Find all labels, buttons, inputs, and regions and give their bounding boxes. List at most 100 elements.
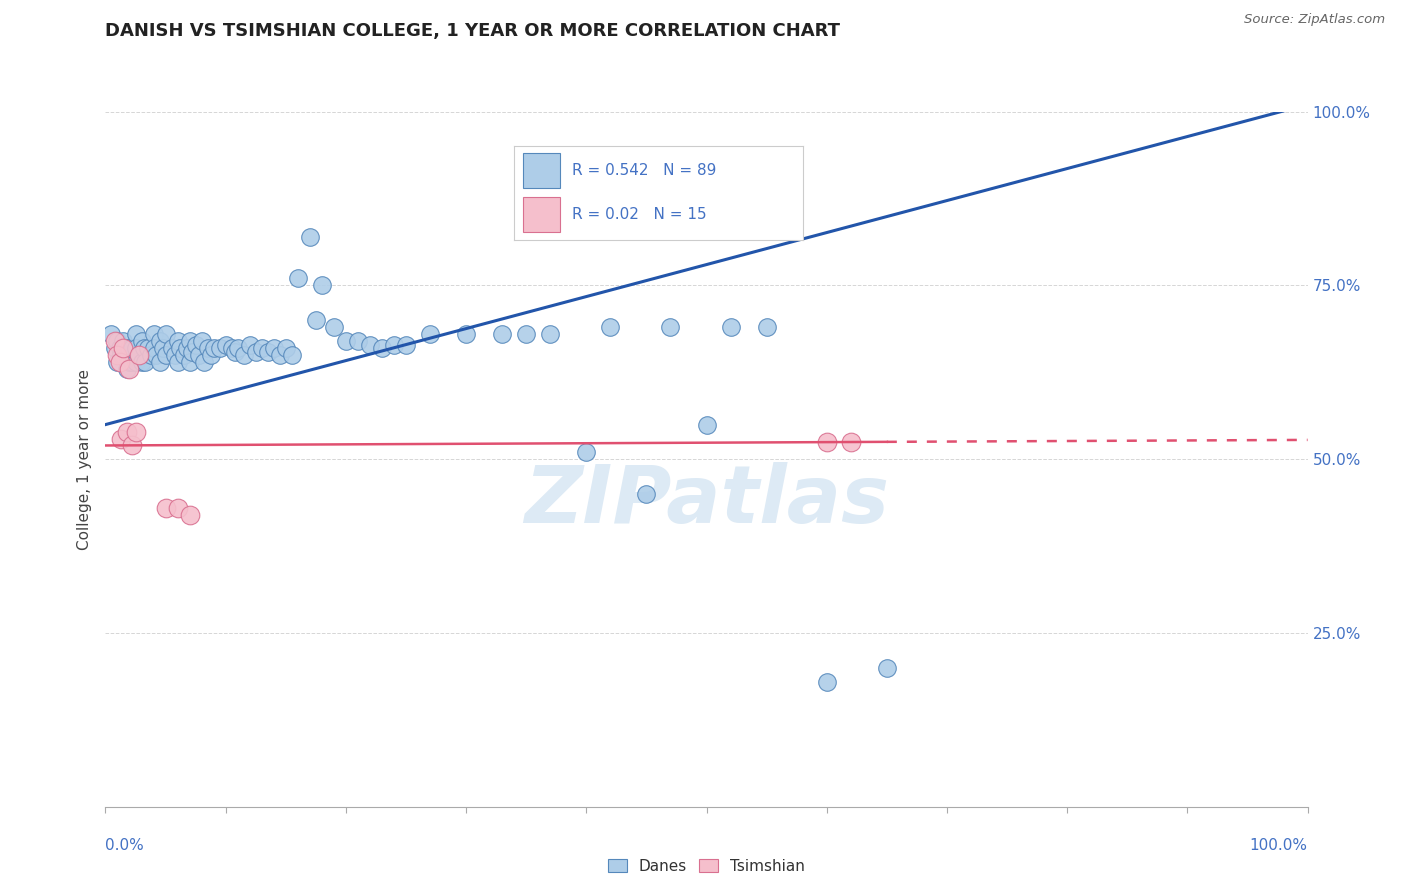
Point — [256, 344, 278, 359]
Point — [107, 334, 129, 348]
Point — [136, 341, 159, 355]
Point — [121, 438, 143, 452]
Point — [107, 348, 129, 362]
Point — [131, 355, 153, 369]
Point — [166, 334, 188, 348]
Point — [107, 355, 129, 369]
Point — [359, 337, 381, 351]
Point — [245, 344, 267, 359]
Point — [239, 337, 262, 351]
Point — [419, 327, 441, 342]
Point — [815, 675, 838, 690]
Point — [575, 445, 598, 459]
Point — [114, 341, 136, 355]
Text: 100.0%: 100.0% — [1250, 838, 1308, 854]
Text: DANISH VS TSIMSHIAN COLLEGE, 1 YEAR OR MORE CORRELATION CHART: DANISH VS TSIMSHIAN COLLEGE, 1 YEAR OR M… — [105, 22, 841, 40]
Point — [179, 355, 201, 369]
Y-axis label: College, 1 year or more: College, 1 year or more — [77, 369, 93, 549]
Point — [173, 348, 195, 362]
Point — [839, 435, 862, 450]
Point — [139, 348, 162, 362]
Point — [876, 661, 898, 675]
Point — [755, 320, 778, 334]
Point — [250, 341, 273, 355]
Point — [188, 348, 211, 362]
Point — [193, 355, 215, 369]
Point — [515, 327, 537, 342]
Point — [118, 341, 141, 355]
Point — [118, 355, 141, 369]
Point — [166, 355, 188, 369]
Point — [179, 334, 201, 348]
Point — [112, 334, 135, 348]
Point — [599, 320, 621, 334]
Point — [148, 334, 170, 348]
Point — [287, 271, 309, 285]
Point — [491, 327, 513, 342]
Point — [112, 348, 135, 362]
Point — [124, 341, 146, 355]
Point — [269, 348, 291, 362]
Point — [115, 348, 138, 362]
Point — [347, 334, 370, 348]
Point — [108, 355, 131, 369]
Point — [232, 348, 254, 362]
Point — [121, 341, 143, 355]
Point — [124, 327, 146, 342]
Text: Source: ZipAtlas.com: Source: ZipAtlas.com — [1244, 13, 1385, 27]
Point — [132, 341, 155, 355]
Point — [160, 341, 183, 355]
Point — [115, 362, 138, 376]
Point — [176, 341, 198, 355]
Point — [166, 501, 188, 516]
Point — [124, 425, 146, 439]
Point — [720, 320, 742, 334]
Point — [221, 341, 243, 355]
Point — [395, 337, 418, 351]
Point — [155, 501, 177, 516]
Point — [226, 341, 249, 355]
Point — [121, 355, 143, 369]
Point — [110, 348, 132, 362]
Point — [128, 348, 150, 362]
Point — [298, 229, 321, 244]
Point — [659, 320, 682, 334]
Point — [152, 341, 174, 355]
Point — [179, 508, 201, 522]
Point — [128, 348, 150, 362]
Point — [104, 334, 127, 348]
Point — [454, 327, 477, 342]
Legend: Danes, Tsimshian: Danes, Tsimshian — [602, 853, 811, 880]
Text: ZIPatlas: ZIPatlas — [524, 462, 889, 541]
Point — [110, 432, 132, 446]
Point — [184, 337, 207, 351]
Point — [382, 337, 405, 351]
Point — [335, 334, 357, 348]
Point — [169, 341, 191, 355]
Point — [371, 341, 394, 355]
Point — [815, 435, 838, 450]
Point — [131, 334, 153, 348]
Point — [155, 327, 177, 342]
Point — [224, 344, 246, 359]
Point — [100, 327, 122, 342]
Point — [538, 327, 561, 342]
Point — [134, 355, 156, 369]
Point — [214, 337, 236, 351]
Point — [142, 327, 165, 342]
Point — [112, 341, 135, 355]
Point — [108, 341, 131, 355]
Point — [165, 348, 187, 362]
Point — [208, 341, 231, 355]
Point — [148, 355, 170, 369]
Point — [197, 341, 219, 355]
Point — [281, 348, 304, 362]
Point — [190, 334, 212, 348]
Point — [155, 348, 177, 362]
Point — [104, 341, 127, 355]
Point — [142, 341, 165, 355]
Point — [696, 417, 718, 432]
Text: 0.0%: 0.0% — [105, 838, 145, 854]
Point — [115, 425, 138, 439]
Point — [636, 487, 658, 501]
